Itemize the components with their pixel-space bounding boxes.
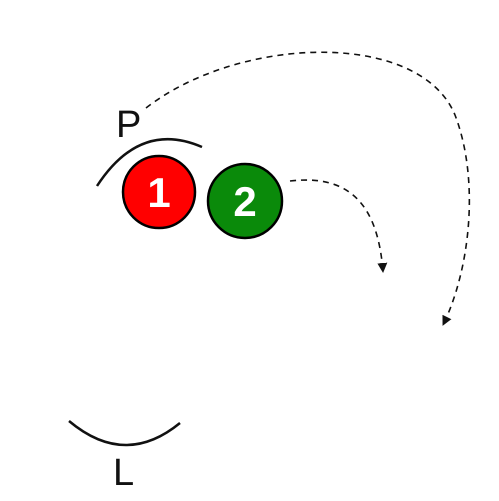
long-dashed-arrow — [145, 51, 471, 326]
short-dashed-arrow — [289, 179, 388, 273]
circle-2 — [206, 162, 284, 240]
circle-2-node: 2 — [206, 162, 284, 240]
arc-l-label: L — [113, 452, 134, 494]
circle-1-label: 1 — [147, 169, 170, 216]
arc-p-label: P — [116, 104, 141, 146]
circle-1 — [121, 154, 197, 230]
arc-l — [68, 420, 181, 447]
arc-p — [95, 138, 203, 187]
circle-2-label: 2 — [233, 178, 256, 225]
circle-1-node: 1 — [121, 154, 197, 230]
